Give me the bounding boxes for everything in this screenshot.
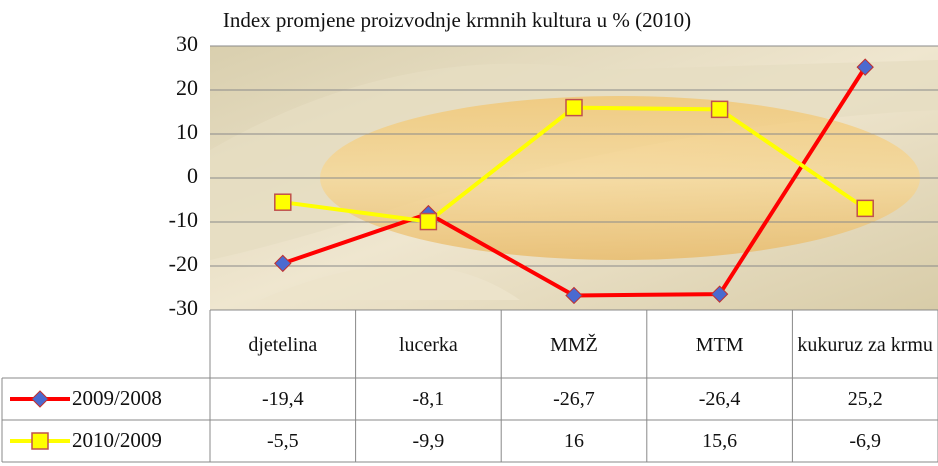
marker <box>856 58 874 76</box>
data-table-value: -19,4 <box>261 387 304 410</box>
data-table-value: -6,9 <box>849 429 882 452</box>
data-table-value: -5,5 <box>266 429 299 452</box>
marker <box>31 432 49 450</box>
category-label: kukuruz za krmu <box>797 333 933 356</box>
y-tick-label: 10 <box>176 119 198 144</box>
data-table-value: -26,7 <box>553 387 595 410</box>
legend-label: 2010/2009 <box>72 428 162 452</box>
category-label: MMŽ <box>550 333 598 356</box>
marker <box>856 199 874 218</box>
y-tick-label: -30 <box>169 295 198 320</box>
data-table-value: -9,9 <box>412 429 445 452</box>
y-tick-label: 30 <box>176 31 198 56</box>
marker <box>565 98 583 117</box>
y-tick-label: 0 <box>187 163 198 188</box>
husk <box>260 265 520 300</box>
category-label: MTM <box>695 333 744 356</box>
y-tick-label: -20 <box>169 251 198 276</box>
marker <box>565 286 583 305</box>
data-table-value: -8,1 <box>412 387 445 410</box>
category-label: lucerka <box>398 333 458 356</box>
data-table-value: -26,4 <box>698 387 741 410</box>
marker <box>419 212 438 231</box>
y-tick-label: 20 <box>176 75 198 100</box>
y-tick-label: -10 <box>169 207 198 232</box>
legend-label: 2009/2008 <box>72 386 162 410</box>
data-table-value: 25,2 <box>847 387 883 410</box>
category-label: djetelina <box>248 333 318 356</box>
marker <box>31 390 49 408</box>
marker <box>274 254 292 273</box>
marker <box>710 285 729 303</box>
chart-title: Index promjene proizvodnje krmnih kultur… <box>223 8 691 32</box>
data-table-value: 15,6 <box>702 429 738 452</box>
data-table-value: 16 <box>563 429 584 452</box>
marker <box>274 193 292 211</box>
marker <box>710 100 729 119</box>
